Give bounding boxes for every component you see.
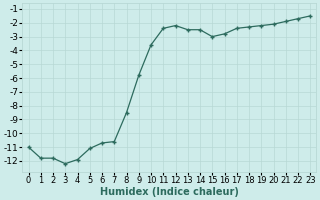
X-axis label: Humidex (Indice chaleur): Humidex (Indice chaleur) [100,187,239,197]
